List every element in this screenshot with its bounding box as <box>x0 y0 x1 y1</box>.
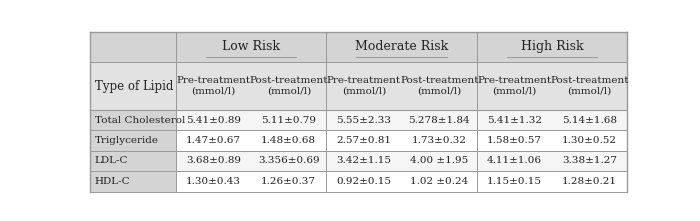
Text: 1.48±0.68: 1.48±0.68 <box>261 136 316 145</box>
Text: 1.15±0.15: 1.15±0.15 <box>487 177 542 186</box>
Bar <box>90 151 176 171</box>
Text: 1.47±0.67: 1.47±0.67 <box>186 136 241 145</box>
Text: 1.58±0.57: 1.58±0.57 <box>487 136 542 145</box>
Text: 1.02 ±0.24: 1.02 ±0.24 <box>410 177 468 186</box>
Bar <box>90 110 627 130</box>
Text: Low Risk: Low Risk <box>222 40 280 53</box>
Text: 5.11±0.79: 5.11±0.79 <box>261 116 316 125</box>
Text: 4.00 ±1.95: 4.00 ±1.95 <box>410 156 468 166</box>
Text: 1.28±0.21: 1.28±0.21 <box>562 177 617 186</box>
Text: Post-treatment
(mmol/l): Post-treatment (mmol/l) <box>550 76 629 96</box>
Text: Post-treatment
(mmol/l): Post-treatment (mmol/l) <box>249 76 328 96</box>
Bar <box>90 151 627 171</box>
Bar <box>90 130 627 151</box>
Text: LDL-C: LDL-C <box>94 156 128 166</box>
Bar <box>90 171 627 192</box>
Text: 1.73±0.32: 1.73±0.32 <box>412 136 467 145</box>
Text: 5.278±1.84: 5.278±1.84 <box>408 116 470 125</box>
Text: Moderate Risk: Moderate Risk <box>355 40 448 53</box>
Text: 1.30±0.43: 1.30±0.43 <box>186 177 241 186</box>
Text: Post-treatment
(mmol/l): Post-treatment (mmol/l) <box>400 76 479 96</box>
Text: 4.11±1.06: 4.11±1.06 <box>487 156 542 166</box>
Text: Pre-treatment
(mmol/l): Pre-treatment (mmol/l) <box>176 76 251 96</box>
Bar <box>90 62 627 110</box>
Text: 1.30±0.52: 1.30±0.52 <box>562 136 617 145</box>
Text: 0.92±0.15: 0.92±0.15 <box>337 177 391 186</box>
Text: 5.41±1.32: 5.41±1.32 <box>487 116 542 125</box>
Text: 3.38±1.27: 3.38±1.27 <box>562 156 617 166</box>
Text: Total Cholesterol: Total Cholesterol <box>94 116 185 125</box>
Text: 1.26±0.37: 1.26±0.37 <box>261 177 316 186</box>
Text: Type of Lipid: Type of Lipid <box>94 80 173 93</box>
Text: 5.14±1.68: 5.14±1.68 <box>562 116 617 125</box>
Text: HDL-C: HDL-C <box>94 177 130 186</box>
Text: Pre-treatment
(mmol/l): Pre-treatment (mmol/l) <box>477 76 552 96</box>
Text: 2.57±0.81: 2.57±0.81 <box>337 136 391 145</box>
Text: Pre-treatment
(mmol/l): Pre-treatment (mmol/l) <box>327 76 401 96</box>
Bar <box>90 110 176 130</box>
Text: 5.55±2.33: 5.55±2.33 <box>337 116 391 125</box>
Text: Triglyceride: Triglyceride <box>94 136 159 145</box>
Text: High Risk: High Risk <box>521 40 583 53</box>
Bar <box>90 130 176 151</box>
Bar <box>90 32 627 62</box>
Text: 5.41±0.89: 5.41±0.89 <box>186 116 241 125</box>
Text: 3.42±1.15: 3.42±1.15 <box>337 156 391 166</box>
Bar <box>90 171 176 192</box>
Text: 3.68±0.89: 3.68±0.89 <box>186 156 241 166</box>
Text: 3.356±0.69: 3.356±0.69 <box>258 156 320 166</box>
